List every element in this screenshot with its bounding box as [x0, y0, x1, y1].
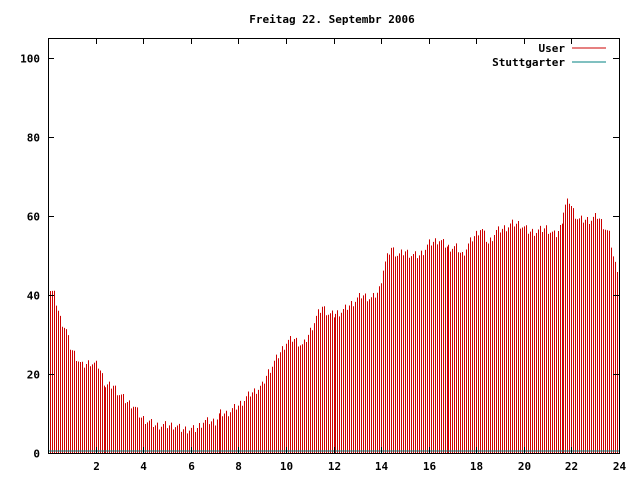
- x-tick-label: 24: [613, 460, 627, 473]
- x-tick-label: 22: [565, 460, 578, 473]
- x-tick-label: 6: [188, 460, 195, 473]
- x-tick-label: 8: [235, 460, 242, 473]
- x-tick-label: 16: [423, 460, 437, 473]
- x-tick-label: 12: [328, 460, 341, 473]
- x-tick-label: 18: [470, 460, 483, 473]
- legend-label-stuttgarter: Stuttgarter: [492, 56, 565, 69]
- x-tick-label: 14: [375, 460, 389, 473]
- y-axis: 0 20 40 60 80 100: [20, 53, 619, 461]
- chart-title: Freitag 22. Septembr 2006: [249, 13, 415, 26]
- y-tick-label: 60: [27, 211, 40, 224]
- legend-label-user: User: [539, 42, 566, 55]
- x-tick-label: 20: [518, 460, 531, 473]
- y-tick-label: 80: [27, 132, 40, 145]
- y-tick-label: 40: [27, 290, 40, 303]
- x-tick-label: 4: [140, 460, 147, 473]
- y-tick-label: 0: [33, 448, 40, 461]
- y-tick-label: 100: [20, 53, 40, 66]
- user-bars: [48, 198, 618, 453]
- x-tick-label: 2: [93, 460, 100, 473]
- x-tick-label: 10: [280, 460, 293, 473]
- y-tick-label: 20: [27, 369, 40, 382]
- x-axis: 2 4 6 8 10 12 14 16 18 20 22 24: [93, 38, 626, 473]
- legend: User Stuttgarter: [492, 42, 606, 69]
